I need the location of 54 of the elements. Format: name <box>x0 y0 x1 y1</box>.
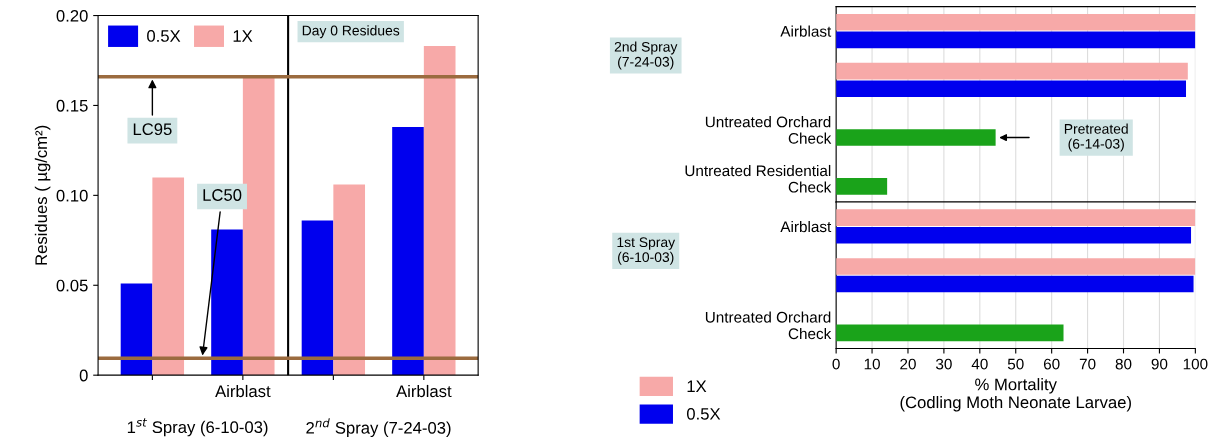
bar <box>836 129 996 146</box>
y-tick-label: Airblast <box>780 25 832 37</box>
x-tick-label: 30 <box>935 358 952 370</box>
bar <box>301 220 334 376</box>
bar <box>836 275 1194 293</box>
y-tick-label: 0.15 <box>56 99 88 112</box>
x-tick-label: 50 <box>1007 358 1024 370</box>
x-tick-label: 20 <box>900 358 916 370</box>
bar <box>333 184 366 376</box>
bar <box>836 209 1196 226</box>
bar <box>836 258 1196 275</box>
bar <box>836 324 1064 342</box>
bar <box>836 80 1187 98</box>
text: 2nd Spray (7-24-03) <box>614 41 678 70</box>
ref-line-label: LC50 <box>203 189 242 201</box>
y-axis-title: Residues ( µg/cm²) <box>34 125 51 265</box>
bar <box>242 76 275 376</box>
y-tick-label: Untreated Residential Check <box>685 164 832 193</box>
x-tick-label: 10 <box>864 358 880 370</box>
text: 2$^{nd}$ Spray (7-24-03) <box>306 418 451 438</box>
legend-label: 0.5X <box>686 407 721 420</box>
bar <box>152 177 185 376</box>
y-tick-label: Untreated Orchard Check <box>705 116 832 144</box>
bar <box>392 127 424 376</box>
bar <box>836 13 1196 31</box>
annotation: Day 0 Residues <box>302 25 400 39</box>
y-tick-label: 0.20 <box>56 9 88 22</box>
x-tick-label: 80 <box>1115 358 1132 370</box>
bar <box>836 31 1196 49</box>
x-tick-label: 60 <box>1043 358 1060 370</box>
bar <box>120 283 153 376</box>
bar <box>836 226 1192 244</box>
x-tick-label: 40 <box>971 358 988 370</box>
annotation: Pretreated (6-14-03) <box>1064 123 1128 152</box>
bar <box>836 178 888 195</box>
legend-label: 1X <box>687 380 707 393</box>
ref-line-label: LC95 <box>133 123 172 136</box>
legend-label: 1X <box>233 30 253 42</box>
bar <box>211 229 243 376</box>
bar <box>836 62 1188 80</box>
y-tick-label: Untreated Orchard Check <box>705 311 832 340</box>
x-tick-label: 70 <box>1079 358 1096 370</box>
y-tick-label: 0.05 <box>56 279 88 292</box>
x-tick-label: 0 <box>832 358 840 370</box>
legend-label: 0.5X <box>147 30 181 42</box>
text: 1st Spray (6-10-03) <box>617 237 676 265</box>
text: 1$^{st}$ Spray (6-10-03) <box>127 418 268 437</box>
y-tick-label: Airblast <box>780 220 832 233</box>
bar <box>423 46 456 376</box>
y-tick-label: 0 <box>79 369 88 382</box>
x-tick-label: 90 <box>1151 358 1168 370</box>
x-tick-label: 100 <box>1183 358 1208 370</box>
x-axis-title: % Mortality (Codling Moth Neonate Larvae) <box>900 378 1131 412</box>
y-tick-label: 0.10 <box>56 189 88 202</box>
